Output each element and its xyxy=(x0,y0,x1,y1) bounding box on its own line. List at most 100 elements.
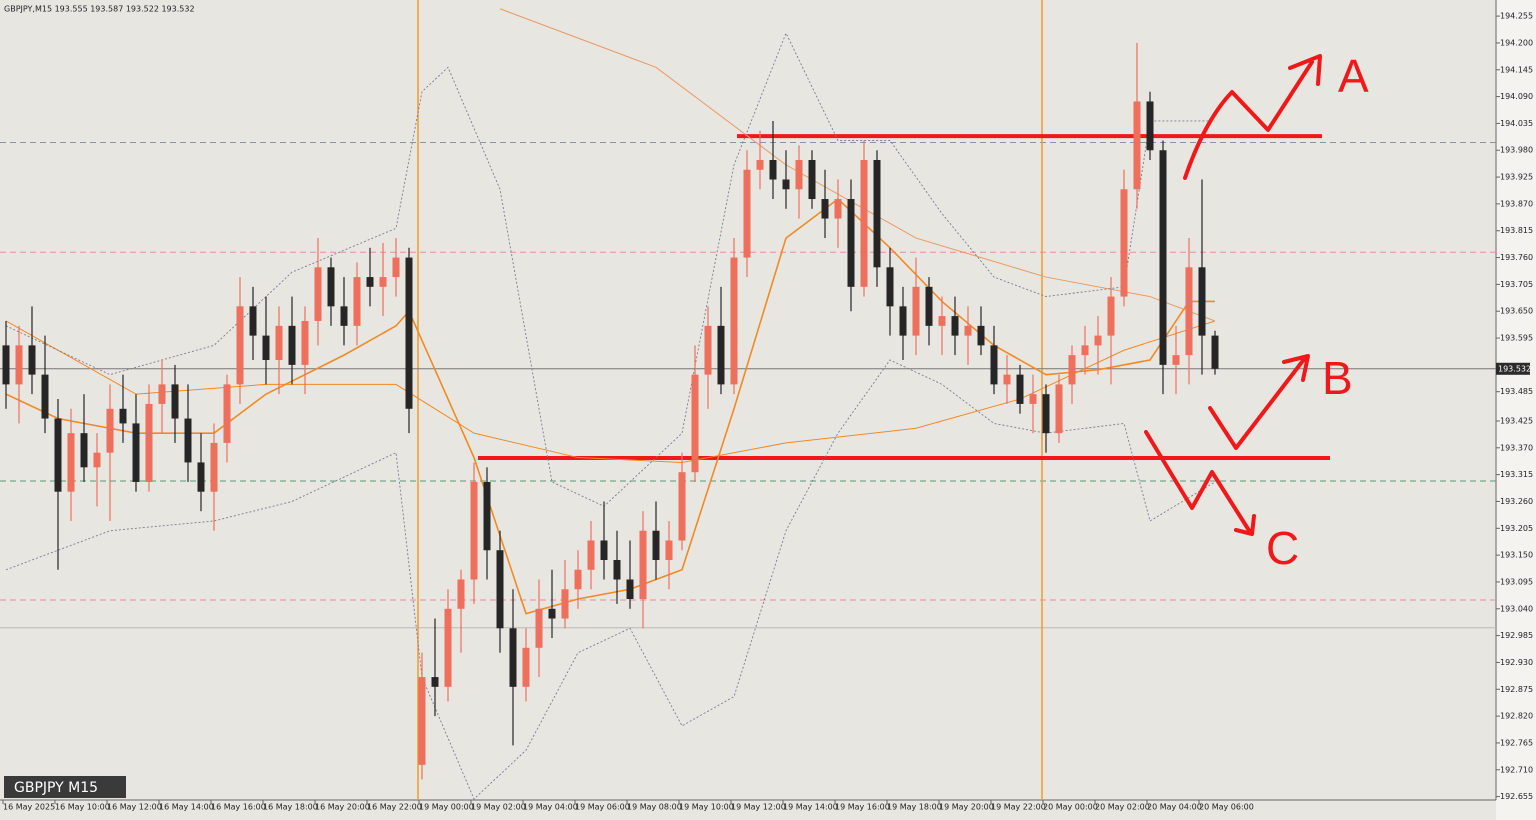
symbol-label: GBPJPY M15 xyxy=(14,780,98,796)
x-tick-label: 16 May 20:00 xyxy=(315,803,370,812)
candle-body xyxy=(1068,355,1076,385)
candle-body xyxy=(834,199,842,219)
candle-body xyxy=(769,160,777,180)
candle-body xyxy=(210,442,218,492)
candle-body xyxy=(548,608,556,619)
y-tick-label: 192.820 xyxy=(1500,712,1533,721)
symbol-info: GBPJPY,M15 193.555 193.587 193.522 193.5… xyxy=(4,5,195,14)
candle-body xyxy=(1159,150,1167,365)
candle-body xyxy=(15,345,23,385)
y-tick-label: 193.040 xyxy=(1500,604,1533,613)
x-tick-label: 19 May 10:00 xyxy=(679,803,734,812)
candle-body xyxy=(626,579,634,600)
candle-body xyxy=(535,608,543,648)
candle-body xyxy=(405,257,413,409)
candle-body xyxy=(574,569,582,590)
candle-body xyxy=(717,325,725,385)
candle-body xyxy=(860,160,868,287)
candle-body xyxy=(158,384,166,404)
price-axis xyxy=(1496,0,1536,820)
candle-body xyxy=(600,540,608,560)
y-tick-label: 193.095 xyxy=(1500,577,1533,586)
x-tick-label: 19 May 12:00 xyxy=(731,803,786,812)
y-tick-label: 193.980 xyxy=(1500,146,1533,155)
y-tick-label: 193.705 xyxy=(1500,280,1533,289)
x-tick-label: 19 May 14:00 xyxy=(783,803,838,812)
candle-body xyxy=(236,306,244,385)
candle-body xyxy=(249,306,257,336)
candle-body xyxy=(457,579,465,609)
candle-body xyxy=(691,374,699,473)
candle-body xyxy=(132,423,140,482)
x-tick-label: 16 May 22:00 xyxy=(367,803,422,812)
candle-body xyxy=(223,384,231,443)
y-tick-label: 193.925 xyxy=(1500,173,1533,182)
indicator-line xyxy=(499,8,1216,322)
y-tick-label: 193.760 xyxy=(1500,253,1533,262)
candle-body xyxy=(145,403,153,482)
y-tick-label: 194.255 xyxy=(1500,12,1533,21)
candle-body xyxy=(704,325,712,375)
candle-body xyxy=(41,374,49,419)
candle-body xyxy=(522,647,530,687)
x-tick-label: 19 May 06:00 xyxy=(575,803,630,812)
y-tick-label: 193.205 xyxy=(1500,524,1533,533)
candle-body xyxy=(613,560,621,580)
candle-body xyxy=(327,267,335,307)
candle-body xyxy=(444,608,452,687)
candle-body xyxy=(652,530,660,560)
candle-body xyxy=(678,472,686,541)
candle-body xyxy=(938,316,946,326)
candle-body xyxy=(483,481,491,551)
candle-body xyxy=(925,286,933,326)
candle-body xyxy=(1211,335,1219,369)
x-tick-label: 16 May 10:00 xyxy=(55,803,110,812)
candle-body xyxy=(665,540,673,560)
arrow-c xyxy=(1144,430,1256,536)
candle-body xyxy=(756,160,764,170)
candle-body xyxy=(730,257,738,385)
candle-body xyxy=(67,433,75,492)
candle-body xyxy=(80,433,88,468)
arrow-a xyxy=(1183,54,1322,180)
candle-body xyxy=(990,345,998,385)
y-tick-label: 193.815 xyxy=(1500,226,1533,235)
y-tick-label: 194.200 xyxy=(1500,38,1533,47)
candle-body xyxy=(639,530,647,600)
candle-body xyxy=(795,160,803,190)
candle-body xyxy=(1185,267,1193,356)
candle-body xyxy=(301,320,309,365)
candle-body xyxy=(1081,345,1089,356)
candle-body xyxy=(1003,374,1011,385)
candle-body xyxy=(1120,189,1128,297)
x-tick-label: 16 May 18:00 xyxy=(263,803,318,812)
y-tick-label: 194.145 xyxy=(1500,65,1533,74)
x-tick-label: 19 May 16:00 xyxy=(835,803,890,812)
annotation: B xyxy=(1322,352,1353,404)
candle-body xyxy=(808,160,816,200)
x-tick-label: 20 May 00:00 xyxy=(1043,803,1098,812)
y-tick-label: 193.315 xyxy=(1500,470,1533,479)
candle-body xyxy=(431,677,439,687)
candle-body xyxy=(353,277,361,326)
x-tick-label: 19 May 02:00 xyxy=(471,803,526,812)
candle-body xyxy=(1042,394,1050,434)
candle-body xyxy=(782,179,790,190)
y-tick-label: 193.370 xyxy=(1500,443,1533,452)
candle-body xyxy=(171,384,179,419)
candle-body xyxy=(1055,384,1063,434)
y-tick-label: 193.260 xyxy=(1500,497,1533,506)
levels xyxy=(0,0,1496,800)
y-tick-label: 192.655 xyxy=(1500,792,1533,801)
candle-body xyxy=(496,550,504,629)
candle-body xyxy=(1016,374,1024,404)
y-tick-label: 193.650 xyxy=(1500,307,1533,316)
candle-body xyxy=(1029,394,1037,404)
candle-body xyxy=(366,277,374,287)
arrow-b xyxy=(1208,354,1310,450)
candle-body xyxy=(184,418,192,463)
y-tick-label: 192.875 xyxy=(1500,685,1533,694)
candle-body xyxy=(886,267,894,307)
indicator-line xyxy=(5,320,1216,463)
